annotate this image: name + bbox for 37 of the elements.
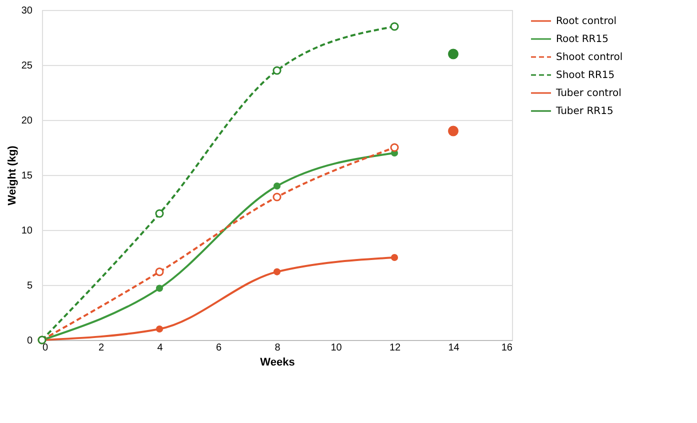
x-tick-label: 10 <box>330 342 342 354</box>
y-tick-label: 5 <box>26 280 33 292</box>
point <box>448 126 458 136</box>
x-axis-title: Weeks <box>260 356 295 368</box>
point <box>390 143 399 152</box>
point <box>156 284 164 292</box>
y-tick-label: 10 <box>21 226 33 236</box>
y-tick-label: 20 <box>21 116 33 126</box>
point <box>156 325 164 333</box>
y-axis-title: Weight (kg) <box>6 145 18 206</box>
legend-label: Tuber RR15 <box>555 106 614 117</box>
legend-label: Root control <box>556 16 616 27</box>
point <box>448 48 458 60</box>
legend-label: Tuber control <box>555 88 622 99</box>
point <box>273 182 281 190</box>
point <box>390 22 399 31</box>
point <box>272 192 282 202</box>
legend-label: Shoot RR15 <box>556 70 615 81</box>
y-tick-label: 15 <box>21 170 33 182</box>
legend-label: Shoot control <box>556 52 623 63</box>
legend-label: Root RR15 <box>556 34 608 45</box>
y-tick-label: 0 <box>26 336 33 346</box>
x-tick-label: 0 <box>42 342 48 354</box>
x-tick-label: 6 <box>216 342 222 354</box>
point <box>155 268 164 276</box>
y-tick-label: 30 <box>21 6 33 16</box>
point <box>390 254 398 262</box>
x-tick-label: 16 <box>501 342 513 354</box>
x-tick-label: 12 <box>389 342 401 354</box>
point <box>272 66 282 75</box>
point <box>155 209 164 218</box>
x-tick-label: 4 <box>157 342 164 354</box>
point <box>273 268 281 276</box>
x-tick-label: 14 <box>448 342 460 354</box>
y-tick-label: 25 <box>21 60 33 72</box>
x-tick-label: 8 <box>274 342 281 354</box>
x-tick-label: 2 <box>98 342 104 354</box>
